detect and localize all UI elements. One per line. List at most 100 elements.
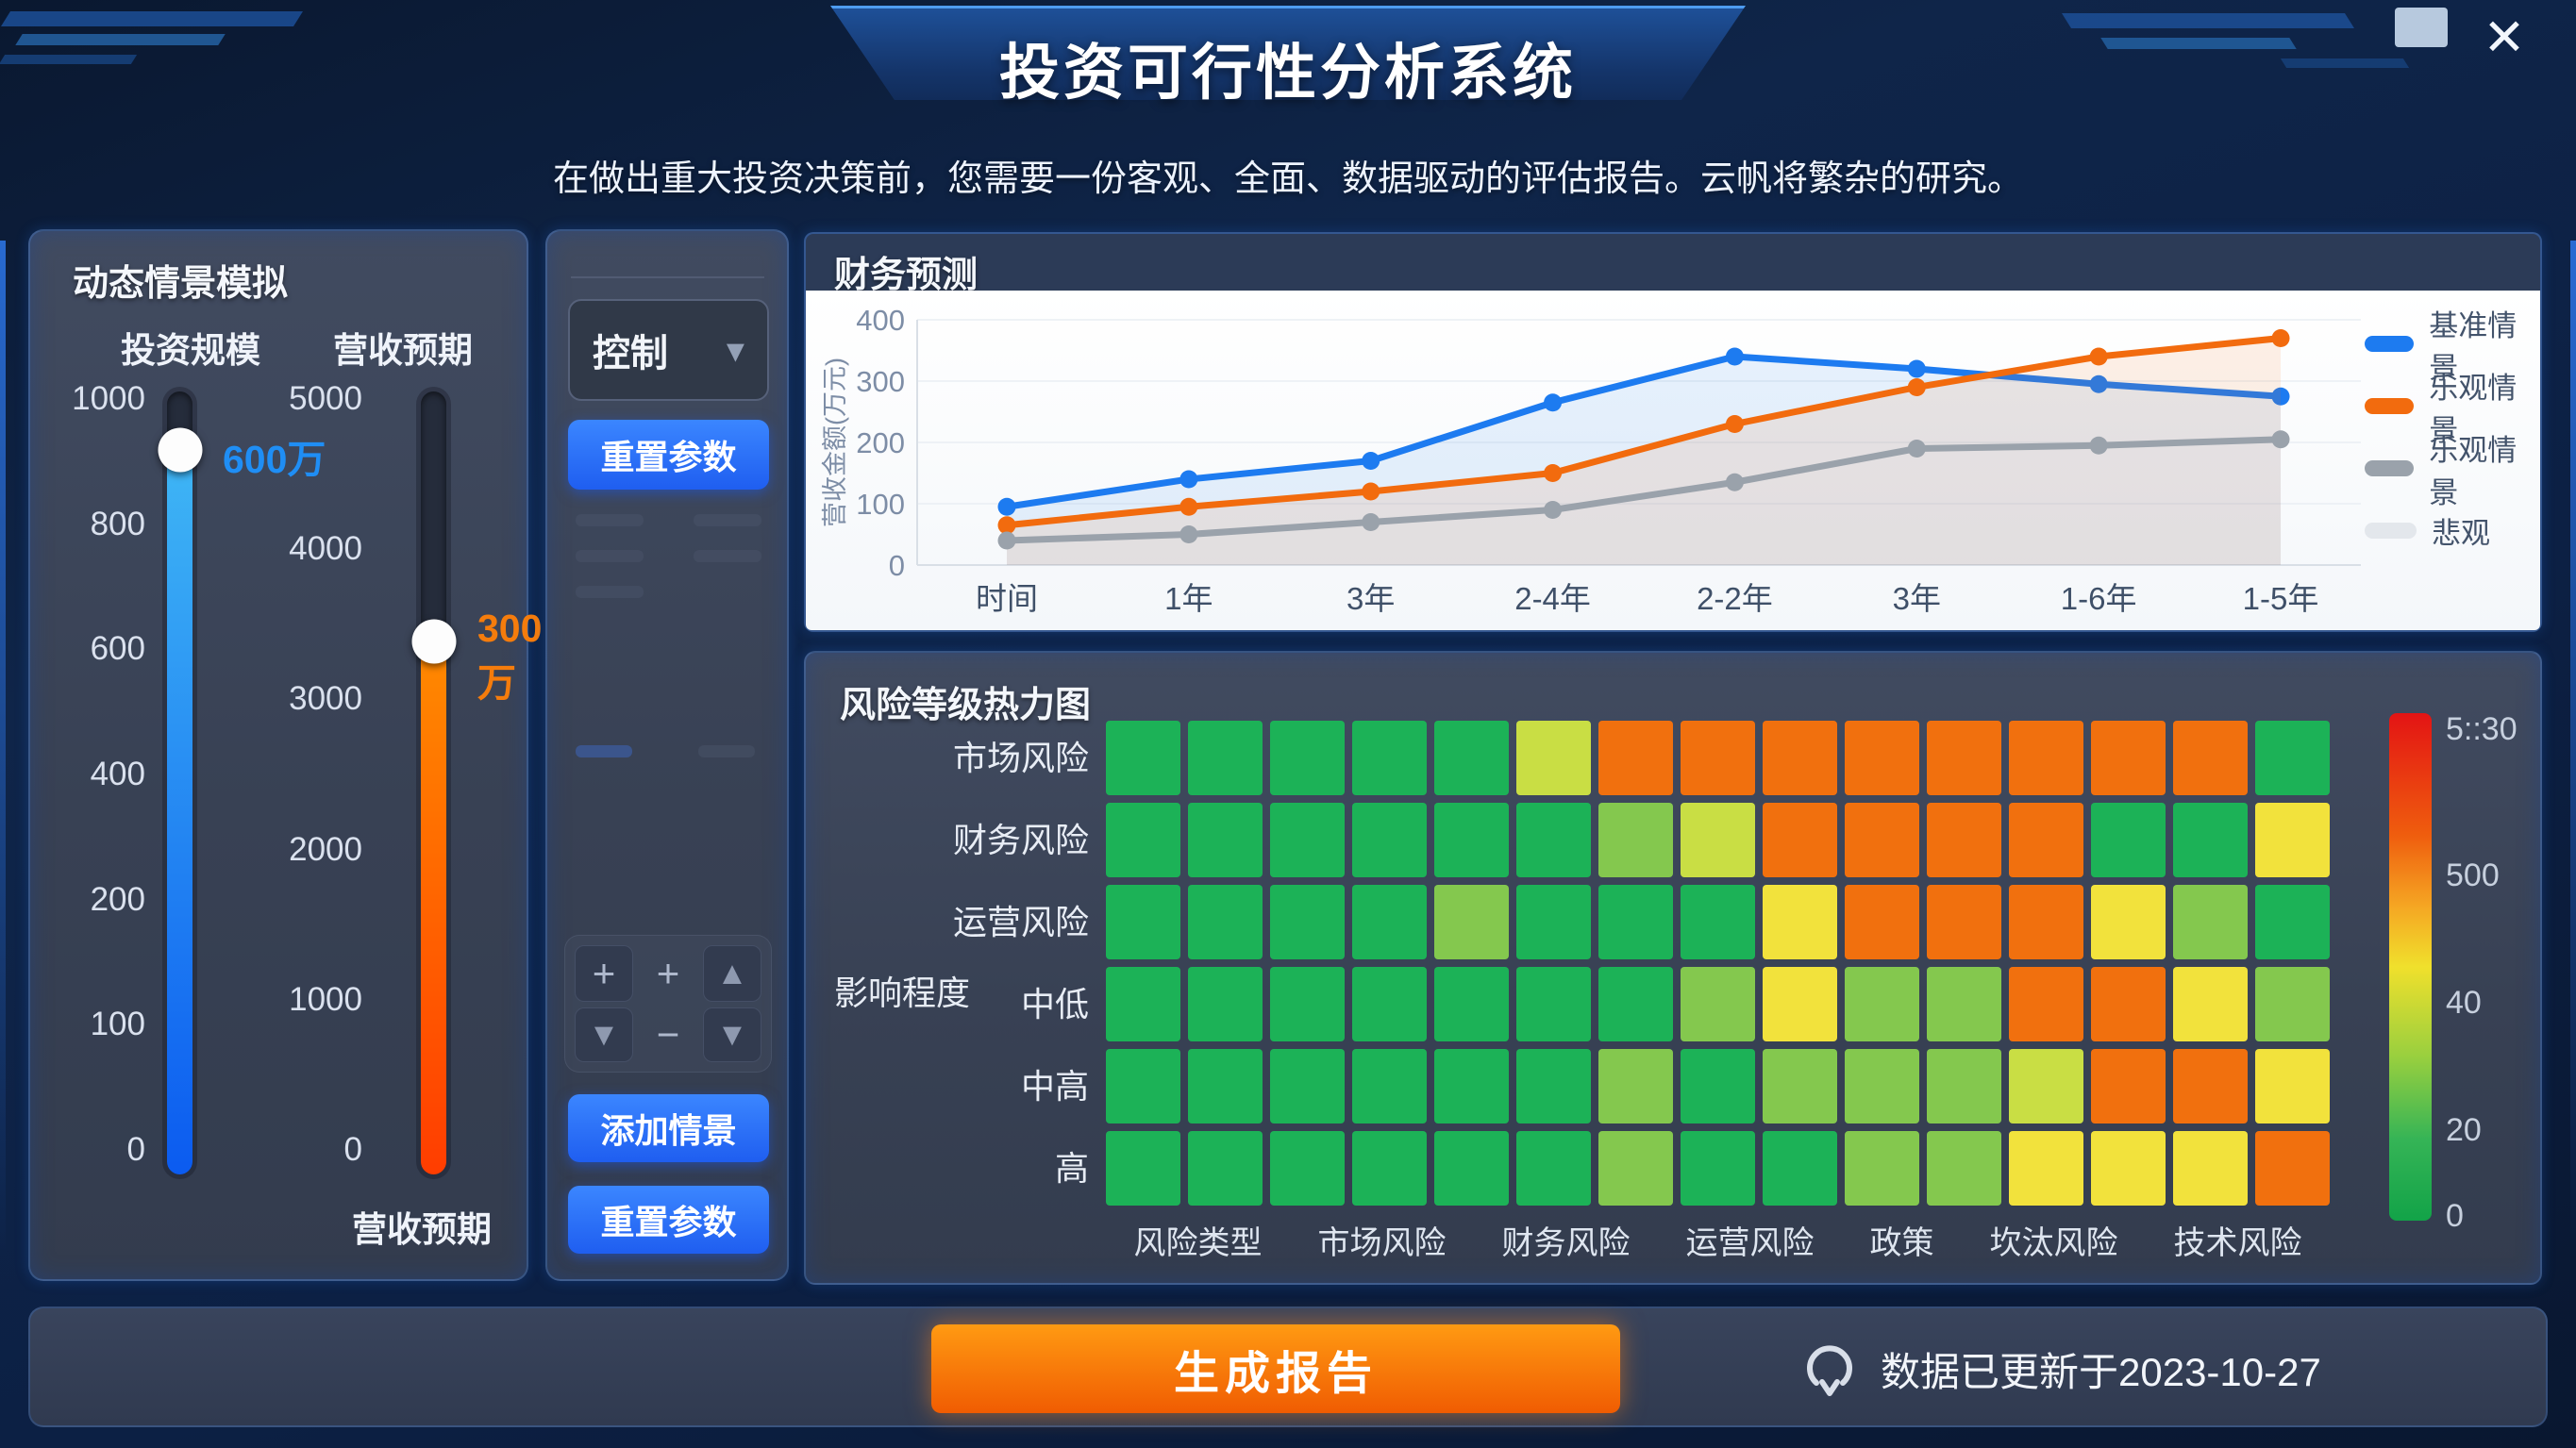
legend-item[interactable]: 乐观情景 — [2365, 434, 2540, 509]
heatmap-cell — [1106, 885, 1180, 959]
legend-item[interactable]: 乐观情景 — [2365, 372, 2540, 447]
heatmap-col-label: 市场风险 — [1317, 1225, 1447, 1261]
skeleton-line — [576, 550, 644, 562]
svg-text:1年: 1年 — [1164, 581, 1213, 616]
add-scenario-button[interactable]: 添加情景 — [568, 1094, 769, 1162]
heatmap-cell — [2173, 721, 2248, 795]
heatmap-row-label: 市场风险 — [952, 739, 1089, 777]
heatmap-cell — [1681, 803, 1755, 877]
heatmap-cell — [1516, 1049, 1591, 1123]
reset-params-button-2[interactable]: 重置参数 — [568, 1186, 769, 1254]
arrow-down-button[interactable]: ▼ — [703, 1007, 761, 1062]
legend-item[interactable]: 悲观 — [2365, 509, 2540, 552]
heatmap-cell — [1106, 803, 1180, 877]
heatmap-cell — [1270, 803, 1345, 877]
heatmap-row-label: 中低 — [1020, 985, 1089, 1024]
heatmap-cell — [1352, 967, 1427, 1041]
slider-tick-label: 400 — [90, 755, 145, 792]
slider-tick-label: 4000 — [289, 530, 362, 568]
minus-icon: − — [656, 1012, 680, 1057]
revenue-slider-handle[interactable] — [411, 619, 456, 664]
heatmap-cell — [1598, 885, 1673, 959]
heatmap-y-axis-label: 影响程度 — [834, 974, 971, 1012]
scenario-panel-title: 动态情景模拟 — [73, 264, 289, 304]
legend-label: 悲观 — [2432, 517, 2490, 550]
heatmap-scale-tick: 5::30 — [2446, 711, 2517, 747]
heatmap-cell — [1845, 1049, 1919, 1123]
arrow-down-button[interactable]: ▼ — [575, 1007, 633, 1062]
skeleton-line — [694, 514, 761, 526]
control-dropdown[interactable]: 控制 ▾ — [568, 299, 769, 401]
heatmap-cell — [1681, 1049, 1755, 1123]
heatmap-cell — [2173, 967, 2248, 1041]
slider-tick-label: 800 — [90, 505, 145, 542]
investment-slider-scale: 1000 800 600 400 200 100 0 — [42, 380, 145, 1169]
investment-slider-fill — [167, 450, 192, 1174]
heatmap-cell — [1763, 1131, 1837, 1206]
arrow-up-button[interactable]: ▲ — [703, 945, 761, 1002]
revenue-slider-fill — [421, 641, 446, 1174]
control-panel: 控制 ▾ 重置参数 + + ▲ ▼ − ▼ 添加情景 重置参数 — [545, 229, 789, 1281]
svg-text:200: 200 — [856, 426, 905, 459]
page-title: 投资可行性分析系统 — [999, 39, 1577, 107]
heatmap-cell — [1763, 1049, 1837, 1123]
heatmap-scale-tick: 20 — [2446, 1112, 2482, 1148]
investment-slider-handle[interactable] — [158, 427, 202, 473]
page-subtitle: 在做出重大投资决策前，您需要一份客观、全面、数据驱动的评估报告。云帆将繁杂的研究… — [552, 159, 2023, 199]
heatmap-cell — [1188, 967, 1263, 1041]
heatmap-cell — [1927, 885, 2001, 959]
revenue-slider-bottom-label: 营收预期 — [352, 1210, 492, 1249]
heatmap-scale-tick: 0 — [2446, 1198, 2464, 1234]
heatmap-panel-title: 风险等级热力图 — [840, 686, 1092, 725]
decor-edge-glow — [2570, 241, 2576, 1259]
title-banner — [830, 6, 1746, 100]
heatmap-cell — [2173, 803, 2248, 877]
heatmap-cell — [2173, 885, 2248, 959]
skeleton-line — [576, 745, 632, 757]
slider-tick-label: 0 — [126, 1130, 145, 1168]
heatmap-cell — [1434, 1049, 1509, 1123]
heatmap-cell — [1598, 803, 1673, 877]
heatmap-cell — [2091, 1049, 2166, 1123]
revenue-slider-value: 300万 — [477, 607, 543, 705]
heatmap-cell — [2091, 967, 2166, 1041]
heatmap-cell — [1434, 1131, 1509, 1206]
heatmap-col-label: 财务风险 — [1501, 1225, 1631, 1261]
heatmap-cell — [2091, 885, 2166, 959]
heatmap-cell — [1352, 1131, 1427, 1206]
generate-report-button[interactable]: 生成报告 — [931, 1324, 1620, 1413]
forecast-panel-title: 财务预测 — [834, 256, 979, 295]
revenue-slider-track[interactable] — [411, 391, 456, 1174]
heatmap-cell — [1434, 803, 1509, 877]
heatmap-cell — [2009, 967, 2083, 1041]
heatmap-cell — [1106, 721, 1180, 795]
legend-pill — [2365, 460, 2415, 476]
slider-tick-label: 1000 — [72, 380, 145, 417]
slider-tick-label: 200 — [90, 880, 145, 918]
data-status: 数据已更新于2023-10-27 — [1799, 1308, 2321, 1429]
heatmap-cell — [2255, 885, 2330, 959]
slider-tick-label: 3000 — [289, 680, 362, 718]
heatmap-cell — [1598, 1049, 1673, 1123]
svg-text:3年: 3年 — [1893, 581, 1941, 616]
heatmap-panel: 风险等级热力图 影响程度 市场风险 财务风险 运营风险 中低 中高高 风险类型 市场风险财… — [804, 651, 2542, 1285]
heatmap-cell — [1763, 803, 1837, 877]
legend-item[interactable]: 基准情景 — [2365, 309, 2540, 385]
svg-text:400: 400 — [856, 304, 905, 337]
heatmap-cell — [1927, 803, 2001, 877]
heatmap-cell — [1516, 721, 1591, 795]
skeleton-line — [576, 514, 644, 526]
legend-label: 乐观情景 — [2429, 371, 2517, 447]
heatmap-cell — [1845, 803, 1919, 877]
investment-slider-track[interactable] — [158, 391, 202, 1174]
heatmap-cell — [1352, 885, 1427, 959]
close-icon[interactable]: ✕ — [2483, 9, 2526, 66]
heatmap-cell — [1188, 885, 1263, 959]
increment-button[interactable]: + — [575, 945, 633, 1002]
slider-tick-label: 5000 — [289, 380, 362, 417]
heatmap-cell — [1352, 1049, 1427, 1123]
heatmap-row-label: 中高 — [1020, 1067, 1089, 1106]
reset-params-button[interactable]: 重置参数 — [568, 420, 769, 490]
heatmap-cell — [2255, 1131, 2330, 1206]
